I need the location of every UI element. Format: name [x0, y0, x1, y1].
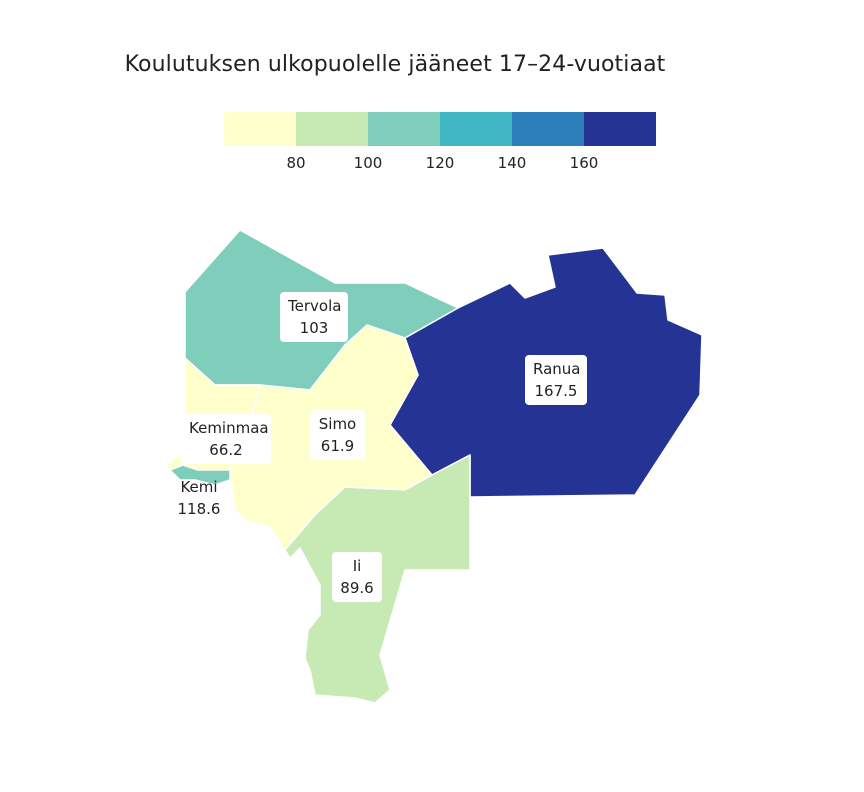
region-name: Simo	[318, 415, 357, 433]
color-legend: 80 100 120 140 160	[224, 112, 656, 172]
region-name: Keminmaa	[189, 419, 269, 437]
legend-tick-100: 100	[353, 154, 383, 172]
legend-tick-120: 120	[425, 154, 455, 172]
region-value: 167.5	[534, 382, 578, 400]
label-kemi: Kemi 118.6	[166, 473, 232, 523]
region-value: 89.6	[340, 579, 374, 597]
legend-tick-80: 80	[286, 154, 306, 172]
region-name: Ii	[352, 557, 362, 575]
region-value: 118.6	[177, 500, 221, 518]
legend-tick-140: 140	[497, 154, 527, 172]
label-tervola: Tervola 103	[280, 292, 348, 342]
region-kemi[interactable]	[169, 464, 231, 486]
label-ii: Ii 89.6	[332, 552, 382, 602]
region-value: 103	[299, 319, 329, 337]
region-name: Kemi	[180, 478, 218, 496]
region-name: Ranua	[533, 360, 581, 378]
label-keminmaa: Keminmaa 66.2	[181, 414, 271, 464]
label-ranua: Ranua 167.5	[525, 355, 587, 405]
legend-swatch-6	[584, 112, 656, 146]
region-value: 61.9	[320, 437, 355, 455]
map-title: Koulutuksen ulkopuolelle jääneet 17–24-v…	[124, 52, 666, 77]
label-simo: Simo 61.9	[310, 410, 365, 460]
region-name: Tervola	[288, 297, 342, 315]
region-value: 66.2	[209, 441, 243, 459]
legend-swatch-5	[512, 112, 584, 146]
legend-swatch-4	[440, 112, 512, 146]
legend-swatch-2	[296, 112, 368, 146]
legend-swatch-3	[368, 112, 440, 146]
legend-swatch-1	[224, 112, 296, 146]
legend-tick-160: 160	[569, 154, 599, 172]
